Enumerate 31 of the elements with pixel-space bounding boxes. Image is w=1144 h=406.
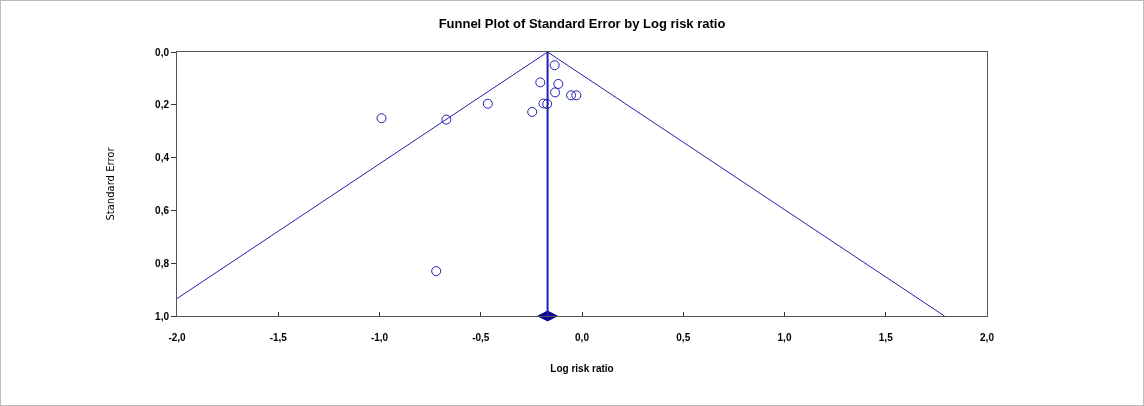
x-tick-label: 2,0: [980, 332, 995, 343]
point: [538, 98, 549, 109]
y-tick-label: 0,4: [155, 152, 170, 164]
y-tick-label: 0,2: [155, 99, 170, 111]
x-tick-label: -1,5: [269, 332, 288, 343]
x-tick-label: -2,0: [168, 332, 187, 343]
x-tick-label: 0,5: [676, 332, 691, 343]
point: [571, 90, 582, 101]
point: [566, 90, 577, 101]
y-tick-label: 1,0: [155, 310, 170, 322]
x-tick-label: 1,5: [878, 332, 894, 343]
x-tick-label: 0,0: [575, 332, 590, 343]
point: [441, 114, 452, 125]
y-tick-label: 0,8: [155, 257, 170, 269]
point: [482, 98, 493, 109]
point: [553, 78, 564, 89]
point: [376, 113, 387, 124]
x-tick-label: -1,0: [370, 332, 389, 343]
y-tick-label: 0,0: [155, 46, 170, 58]
chart-title: Funnel Plot of Standard Error by Log risk ratio: [438, 15, 726, 31]
y-tick-label: 0,6: [155, 204, 170, 216]
x-tick-label: 1,0: [777, 332, 792, 343]
x-tick-label: -0,5: [472, 332, 490, 343]
point: [542, 99, 553, 110]
y-axis-title: Standard Error: [105, 146, 117, 221]
point: [535, 77, 546, 88]
point: [527, 106, 538, 117]
point: [549, 60, 560, 71]
point: [550, 87, 561, 98]
point: [431, 266, 442, 277]
x-axis-title: Log risk ratio: [550, 362, 614, 374]
